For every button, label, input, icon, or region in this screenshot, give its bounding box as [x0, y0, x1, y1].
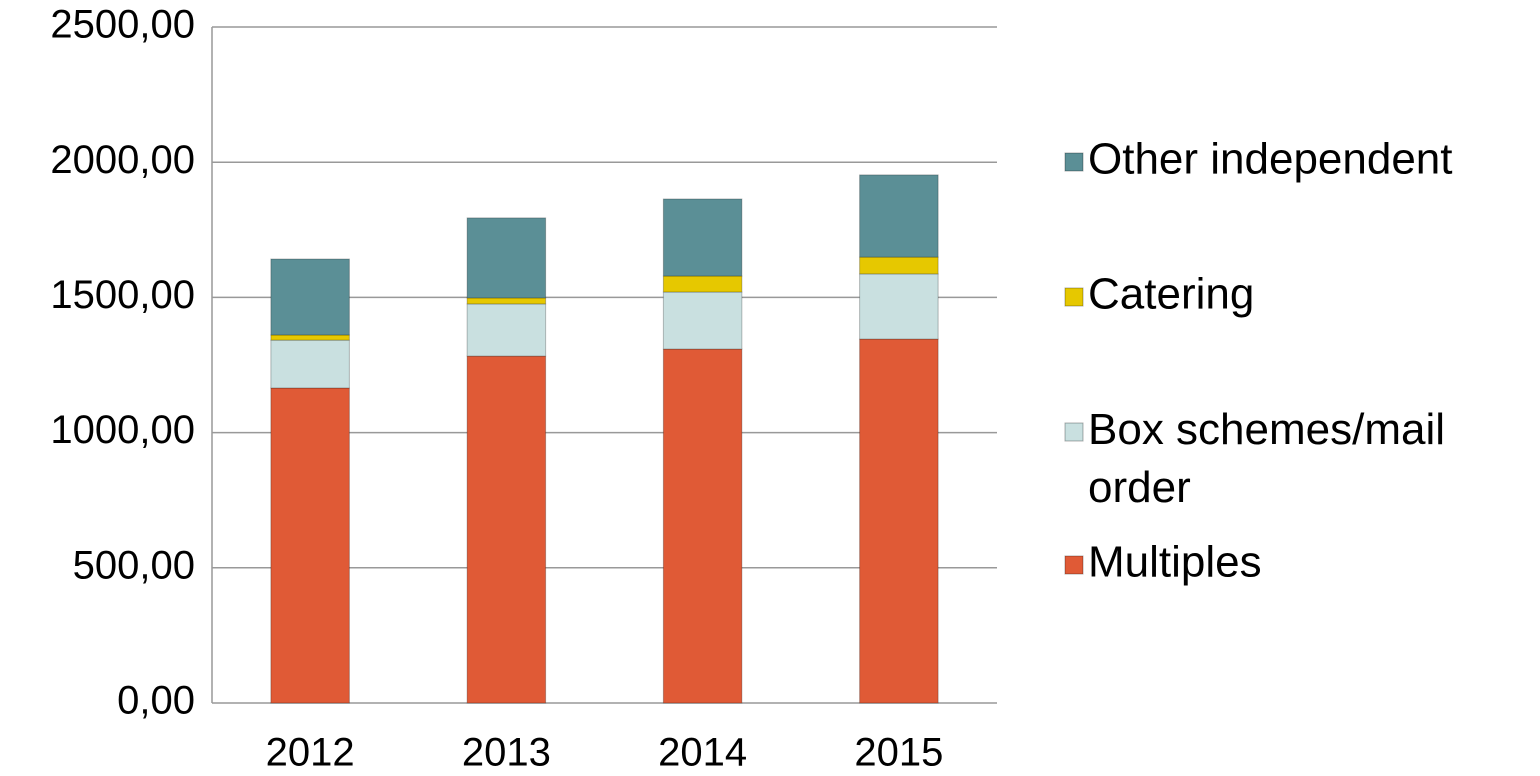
bar-segment: [466, 355, 547, 704]
bar-segment: [859, 338, 939, 704]
bar-segment: [662, 291, 743, 350]
legend-swatch: [1064, 287, 1084, 307]
x-tick-label: 2012: [266, 731, 355, 775]
y-tick-label: 0,00: [117, 679, 195, 723]
y-tick-label: 500,00: [73, 543, 195, 587]
bar-segment: [270, 339, 350, 389]
y-tick-label: 1000,00: [50, 408, 195, 452]
y-tick-label: 1500,00: [50, 273, 195, 317]
legend-label: Box schemes/mail order: [1088, 405, 1445, 512]
legend-label: Other independent: [1088, 135, 1453, 184]
legend-label: Catering: [1088, 270, 1254, 319]
x-tick-label: 2015: [854, 731, 943, 775]
bar-segment: [270, 258, 350, 336]
bar-segment: [859, 273, 939, 340]
y-tick-label: 2500,00: [50, 3, 195, 47]
bar-segment: [859, 174, 939, 258]
bar-segment: [662, 198, 743, 277]
y-tick-label: 2000,00: [50, 138, 195, 182]
x-tick-label: 2013: [462, 731, 551, 775]
bar-segment: [859, 256, 939, 275]
bar-segment: [662, 348, 743, 704]
legend-swatch: [1064, 422, 1084, 442]
legend-label: Multiples: [1088, 538, 1262, 587]
bar-segment: [466, 297, 547, 305]
bar-segment: [466, 303, 547, 357]
bar-segment: [270, 334, 350, 341]
legend-swatch: [1064, 555, 1084, 575]
bar-segment: [662, 275, 743, 293]
bar-segment: [270, 387, 350, 704]
bar-segment: [466, 217, 547, 299]
legend-swatch: [1064, 152, 1084, 172]
x-tick-label: 2014: [658, 731, 747, 775]
